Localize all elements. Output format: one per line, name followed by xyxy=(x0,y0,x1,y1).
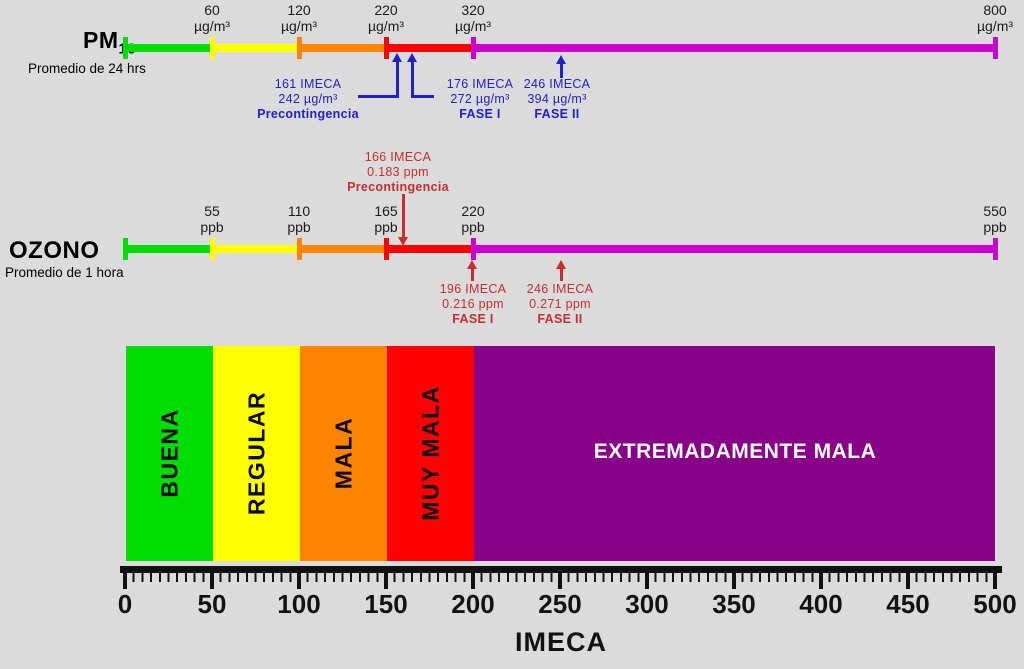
ozono-precontingencia-arrow-down-icon xyxy=(398,237,408,246)
axis-title: IMECA xyxy=(515,627,607,657)
pm10-tick-label-320: 320 µg/m³ xyxy=(454,2,492,34)
pm10-fase2-arrow-up-icon xyxy=(556,55,566,64)
ozono-annotation-precontingencia: 166 IMECA 0.183 ppm Precontingencia xyxy=(347,150,449,194)
ozono-annotation-fase1: 196 IMECA 0.216 ppm FASE I xyxy=(439,282,507,326)
pm10-tick-320 xyxy=(471,37,476,59)
category-label-muy-mala: MUY MALA xyxy=(417,385,444,521)
ozono-tick-start xyxy=(123,238,128,260)
ozono-segment-yellow xyxy=(212,245,299,253)
ozono-tick-220 xyxy=(471,238,476,260)
pm10-segment-green xyxy=(125,44,212,52)
ozono-tick-label-55: 55 ppb xyxy=(200,203,224,235)
pm10-annotation-fase2: 246 IMECA 394 µg/m³ FASE II xyxy=(523,77,591,121)
ozono-segment-red xyxy=(386,245,473,253)
pm10-tick-label-120: 120 µg/m³ xyxy=(280,2,318,34)
axis-major-tick-500 xyxy=(993,573,997,589)
ozono-tick-label-550: 550 ppb xyxy=(983,203,1007,235)
pm10-title: PM10 xyxy=(83,27,136,58)
ozono-title: OZONO xyxy=(9,237,100,264)
axis-major-tick-200 xyxy=(471,573,475,589)
ozono-segment-orange xyxy=(299,245,386,253)
pm10-tick-220 xyxy=(384,37,389,59)
pm10-segment-magenta xyxy=(473,44,995,52)
ozono-annotation-fase2: 246 IMECA 0.271 ppm FASE II xyxy=(526,282,594,326)
pm10-annotation-precontingencia: 161 IMECA 242 µg/m³ Precontingencia xyxy=(257,77,359,121)
axis-tick-label-100: 100 xyxy=(277,589,321,619)
category-label-extremadamente-mala: EXTREMADAMENTE MALA xyxy=(593,440,877,463)
ozono-tick-label-165: 165 ppb xyxy=(374,203,398,235)
pm10-annotation-fase1: 176 IMECA 272 µg/m³ FASE I xyxy=(446,77,514,121)
pm10-precontingencia-connector-line xyxy=(358,95,399,98)
ozono-tick-label-220: 220 ppb xyxy=(461,203,485,235)
ozono-tick-110 xyxy=(297,238,302,260)
category-label-regular: REGULAR xyxy=(243,390,270,516)
axis-major-tick-0 xyxy=(123,573,127,589)
axis-tick-label-500: 500 xyxy=(973,589,1017,619)
category-buena xyxy=(126,346,213,561)
category-label-buena: BUENA xyxy=(156,408,183,498)
pm10-tick-60 xyxy=(210,37,215,59)
ozono-tick-165 xyxy=(384,238,389,260)
axis-tick-label-250: 250 xyxy=(538,589,582,619)
pm10-subtitle: Promedio de 24 hrs xyxy=(28,61,146,76)
category-label-mala: MALA xyxy=(330,416,357,490)
ozono-tick-550 xyxy=(993,238,998,260)
category-mala xyxy=(300,346,387,561)
axis-tick-label-300: 300 xyxy=(625,589,669,619)
pm10-tick-start xyxy=(123,37,128,59)
pm10-tick-120 xyxy=(297,37,302,59)
ozono-segment-magenta xyxy=(473,245,995,253)
category-extremadamente-mala xyxy=(474,346,995,561)
pm10-fase2-arrow-shaft xyxy=(560,63,563,78)
category-regular xyxy=(213,346,300,561)
pm10-segment-red xyxy=(386,44,473,52)
axis-tick-label-50: 50 xyxy=(197,589,227,619)
imeca-category-bar xyxy=(126,346,995,561)
axis-major-tick-150 xyxy=(384,573,388,589)
pm10-precontingencia-arrow-shaft xyxy=(396,61,399,98)
pm10-tick-800 xyxy=(993,37,998,59)
pm10-fase1-connector-line xyxy=(412,95,434,98)
pm10-fase1-arrow-up-icon xyxy=(407,53,417,62)
ozono-subtitle: Promedio de 1 hora xyxy=(5,265,124,280)
ozono-tick-label-110: 110 ppb xyxy=(287,203,311,235)
axis-tick-label-0: 0 xyxy=(117,589,133,619)
ozono-fase2-arrow-up-icon xyxy=(556,260,566,269)
ozono-fase2-arrow-shaft xyxy=(560,268,563,281)
imeca-axis-line xyxy=(120,566,1002,573)
pm10-tick-label-220: 220 µg/m³ xyxy=(367,2,405,34)
category-muy-mala xyxy=(387,346,474,561)
axis-major-tick-300 xyxy=(645,573,649,589)
ozono-fase1-arrow-shaft xyxy=(471,268,474,281)
pm10-fase1-arrow-shaft xyxy=(411,61,414,98)
axis-major-tick-450 xyxy=(906,573,910,589)
axis-major-tick-50 xyxy=(210,573,214,589)
ozono-fase1-arrow-up-icon xyxy=(467,260,477,269)
axis-major-tick-400 xyxy=(819,573,823,589)
pm10-segment-yellow xyxy=(212,44,299,52)
axis-tick-label-200: 200 xyxy=(451,589,495,619)
axis-major-tick-100 xyxy=(297,573,301,589)
ozono-segment-green xyxy=(125,245,212,253)
axis-tick-label-150: 150 xyxy=(364,589,408,619)
axis-tick-label-400: 400 xyxy=(799,589,843,619)
pm10-tick-label-60: 60 µg/m³ xyxy=(193,2,231,34)
axis-major-tick-350 xyxy=(732,573,736,589)
axis-tick-label-450: 450 xyxy=(886,589,930,619)
axis-tick-label-350: 350 xyxy=(712,589,756,619)
ozono-precontingencia-arrow-shaft xyxy=(402,194,405,238)
axis-major-tick-250 xyxy=(558,573,562,589)
pm10-precontingencia-arrow-up-icon xyxy=(392,53,402,62)
pm10-segment-orange xyxy=(299,44,386,52)
pm10-tick-label-800: 800 µg/m³ xyxy=(976,2,1014,34)
ozono-tick-55 xyxy=(210,238,215,260)
